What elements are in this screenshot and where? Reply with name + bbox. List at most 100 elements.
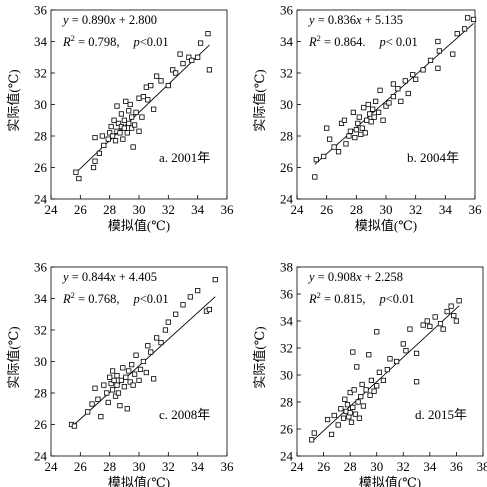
panel-d: 24 26 28 30 32 34 36 38 24 26 28 30 32 34 36 38 y = 0.…: [252, 260, 487, 487]
panel-label: d. 2015年: [415, 407, 467, 422]
data-point: [405, 90, 411, 97]
data-point: [355, 399, 361, 405]
x-axis-title: 模拟值(℃): [108, 475, 170, 487]
data-point: [380, 117, 386, 123]
data-point: [383, 103, 389, 109]
data-point: [324, 125, 330, 131]
data-point: [356, 415, 363, 421]
data-point: [206, 67, 212, 73]
data-point: [450, 51, 456, 57]
data-point: [96, 150, 102, 156]
data-point: [189, 57, 195, 64]
x-tick-label: 36: [469, 202, 483, 217]
y-tick-label: 26: [34, 417, 48, 432]
data-point: [126, 120, 132, 126]
x-tick-label: 28: [344, 459, 357, 474]
data-point: [327, 136, 333, 142]
x-tick-label: 36: [221, 202, 235, 217]
y-axis-title: 实际值(℃): [6, 326, 21, 388]
x-tick-label: 34: [191, 459, 205, 474]
data-point: [358, 131, 364, 138]
data-point: [99, 133, 105, 139]
plot-frame: [296, 266, 484, 457]
r-squared-and-p-value: R2 = 0.798, p<0.01: [62, 33, 169, 49]
data-point: [151, 106, 157, 112]
data-point: [313, 157, 319, 163]
data-point: [92, 134, 98, 141]
data-point: [89, 401, 95, 407]
data-point: [367, 392, 373, 398]
regression-equation: y = 0.836x + 5.135: [307, 13, 403, 27]
regression-equation: y = 0.890x + 2.800: [61, 13, 157, 27]
data-point: [101, 142, 107, 149]
data-point: [112, 393, 119, 399]
data-point: [177, 51, 183, 57]
r-squared-and-p-value: R2 = 0.815, p<0.01: [308, 290, 415, 306]
data-point: [111, 377, 117, 384]
data-point: [394, 358, 400, 365]
data-point: [212, 276, 218, 283]
x-tick-label: 32: [162, 202, 175, 217]
data-point: [312, 174, 318, 180]
data-point: [373, 98, 379, 104]
data-point: [402, 78, 408, 84]
data-point: [398, 98, 404, 104]
data-point: [121, 384, 127, 390]
data-point: [311, 430, 317, 436]
data-point: [376, 369, 382, 375]
y-tick-label: 28: [34, 129, 47, 144]
data-point: [139, 114, 145, 120]
data-point: [351, 387, 357, 393]
panel-a: 24 26 28 30 32 34 36 24 26 28 30 32 34 36 y = 0.890x…: [6, 3, 234, 234]
data-point: [356, 114, 362, 120]
data-point: [195, 54, 201, 60]
data-point: [390, 94, 397, 100]
x-tick-label: 32: [409, 202, 422, 217]
y-axis-title: 实际值(℃): [252, 69, 267, 131]
data-point: [444, 308, 450, 315]
data-point: [309, 437, 315, 443]
x-tick-label: 28: [350, 202, 363, 217]
data-point: [413, 379, 420, 385]
data-point: [187, 294, 193, 300]
data-point: [352, 411, 359, 417]
data-point: [136, 377, 142, 384]
data-point: [153, 73, 160, 79]
x-axis-title: 模拟值(℃): [355, 218, 417, 233]
r-squared-and-p-value: R2 = 0.768, p<0.01: [62, 290, 169, 306]
regression-equation: y = 0.908x + 2.258: [307, 270, 403, 284]
data-point: [107, 130, 113, 136]
data-point: [377, 87, 383, 93]
data-point: [133, 109, 139, 115]
data-point: [462, 26, 468, 32]
y-tick-label: 24: [34, 449, 48, 464]
data-point: [366, 352, 372, 358]
x-tick-label: 24: [291, 202, 305, 217]
x-tick-label: 24: [45, 202, 59, 217]
data-point: [420, 322, 426, 328]
regression-line: [314, 23, 474, 165]
data-point: [354, 364, 360, 370]
data-point: [129, 114, 135, 120]
data-point: [140, 358, 146, 365]
data-point: [180, 302, 186, 308]
data-point: [350, 109, 356, 115]
data-point: [158, 78, 164, 84]
data-point: [195, 288, 201, 294]
r-squared-and-p-value: R2 = 0.864. p< 0.01: [308, 33, 418, 49]
data-point: [403, 348, 409, 354]
data-point: [162, 327, 168, 333]
y-tick-label: 36: [34, 3, 48, 18]
data-point: [130, 144, 136, 150]
regression-line: [311, 305, 460, 443]
data-point: [352, 134, 358, 141]
data-point: [153, 335, 160, 341]
data-point: [90, 164, 97, 171]
data-point: [206, 306, 212, 313]
data-point: [186, 54, 192, 60]
x-axis-title: 模拟值(℃): [359, 475, 421, 487]
y-tick-label: 28: [280, 395, 293, 410]
data-point: [92, 385, 98, 391]
data-point: [340, 415, 347, 421]
y-axis-title: 实际值(℃): [6, 69, 21, 131]
